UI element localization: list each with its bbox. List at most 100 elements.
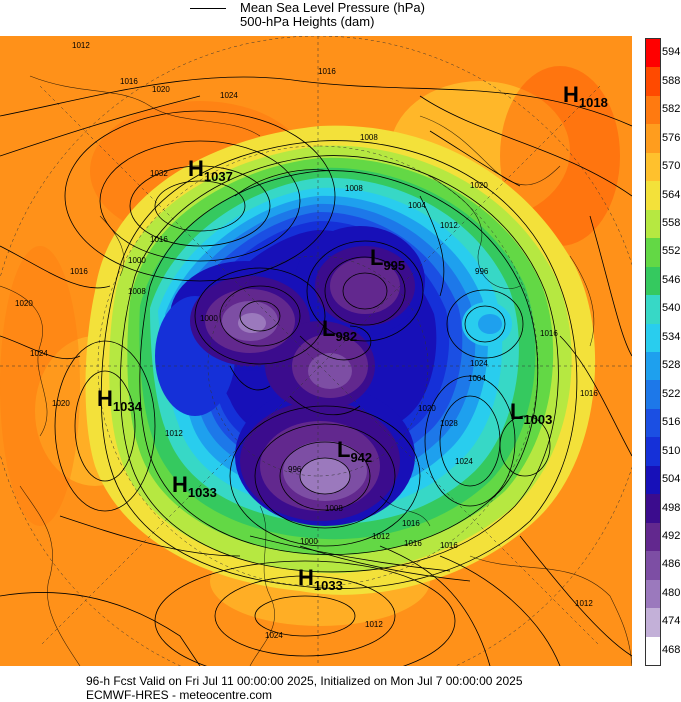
colorbar-tick-label: 552 xyxy=(662,245,681,258)
colorbar-tick-label: 534 xyxy=(662,330,681,343)
isobar-label: 1016 xyxy=(440,541,458,550)
low-core-474 xyxy=(238,313,266,333)
source-credit-text: ECMWF-HRES - meteocentre.com xyxy=(86,688,273,702)
colorbar-cell xyxy=(646,408,660,438)
legend-line-swatch xyxy=(190,7,226,9)
colorbar-tick-label: 540 xyxy=(662,302,681,315)
isobar-label: 1012 xyxy=(72,41,90,50)
colorbar-cell xyxy=(646,266,660,296)
isobar-label: 1016 xyxy=(402,519,420,528)
colorbar-tick-label: 582 xyxy=(662,103,681,116)
height-colorbar xyxy=(645,38,661,666)
isobar-label: 996 xyxy=(475,267,489,276)
colorbar-cell xyxy=(646,209,660,239)
colorbar-cell xyxy=(646,551,660,581)
colorbar-cell xyxy=(646,67,660,97)
isobar-label: 996 xyxy=(288,465,302,474)
isobar-label: 1020 xyxy=(15,299,33,308)
colorbar-cell xyxy=(646,124,660,154)
isobars xyxy=(0,76,632,666)
isobar-label: 1016 xyxy=(120,77,138,86)
low-core-474 xyxy=(300,458,350,494)
colorbar-tick-label: 546 xyxy=(662,273,681,286)
legend-heights-label: 500-hPa Heights (dam) xyxy=(240,14,375,29)
colorbar-cell xyxy=(646,323,660,353)
pressure-center-value: 1033 xyxy=(314,578,343,593)
low-core-486 xyxy=(330,258,400,314)
map-legend: Mean Sea Level Pressure (hPa) 500-hPa He… xyxy=(190,0,490,36)
isobar-label: 1012 xyxy=(440,221,458,230)
isobar-label: 1004 xyxy=(468,374,486,383)
colorbar-tick-label: 486 xyxy=(662,558,681,571)
isobar-label: 1024 xyxy=(220,91,238,100)
warm-patch xyxy=(500,66,620,246)
colorbar-cell xyxy=(646,608,660,638)
isobar-label: 1024 xyxy=(455,457,473,466)
colorbar-tick-label: 468 xyxy=(662,643,681,656)
colorbar-cell xyxy=(646,437,660,467)
colorbar-tick-label: 564 xyxy=(662,188,681,201)
colorbar-cell xyxy=(646,465,660,495)
isobar-label: 1032 xyxy=(150,169,168,178)
isobar-label: 1012 xyxy=(165,429,183,438)
isobar-label: 1012 xyxy=(365,620,383,629)
colorbar-cell xyxy=(646,238,660,268)
colorbar-cell xyxy=(646,352,660,381)
isobar-label: 1016 xyxy=(150,235,168,244)
colorbar-cell xyxy=(646,579,660,609)
legend-heights: 500-hPa Heights (dam) xyxy=(240,14,374,30)
isobar-label: 1000 xyxy=(200,314,218,323)
low-core-480 xyxy=(308,353,352,389)
colorbar-tick-label: 522 xyxy=(662,387,681,400)
isobar-label: 1024 xyxy=(30,349,48,358)
colorbar-tick-label: 594 xyxy=(662,46,681,59)
pressure-center-value: 1037 xyxy=(204,169,233,184)
colorbar-tick-label: 492 xyxy=(662,529,681,542)
colorbar-cell xyxy=(646,494,660,524)
weather-map: 1012 1016 1020 1024 1032 1016 1008 1004 1012 1020… xyxy=(0,36,632,666)
colorbar-cell xyxy=(646,95,660,125)
isobar-label: 1024 xyxy=(470,359,488,368)
isobar-label: 1020 xyxy=(418,404,436,413)
colorbar-tick-label: 510 xyxy=(662,444,681,457)
pressure-center-value: 1003 xyxy=(523,412,552,427)
colorbar-tick-label: 498 xyxy=(662,501,681,514)
isobar-label: 1016 xyxy=(540,329,558,338)
colorbar-tick-label: 474 xyxy=(662,615,681,628)
legend-mslp: Mean Sea Level Pressure (hPa) xyxy=(190,0,425,16)
colorbar-cell xyxy=(646,152,660,182)
colorbar-tick-label: 516 xyxy=(662,416,681,429)
isobar-label: 1008 xyxy=(360,133,378,142)
isobar-label: 1016 xyxy=(580,389,598,398)
isobar-labels: 1012 1016 1020 1024 1032 1016 1008 1004 1012 1020… xyxy=(15,41,598,640)
pressure-center-value: 1018 xyxy=(579,95,608,110)
isobar-label: 1008 xyxy=(325,504,343,513)
isobar-label: 1016 xyxy=(318,67,336,76)
colorbar-cell xyxy=(646,380,660,410)
weather-map-canvas: 1012 1016 1020 1024 1032 1016 1008 1004 1012 1020… xyxy=(0,36,632,666)
colorbar-cell xyxy=(646,636,660,666)
colorbar-cell xyxy=(646,181,660,211)
isobar-label: 1004 xyxy=(408,201,426,210)
isobar-label: 1028 xyxy=(440,419,458,428)
colorbar-tick-label: 570 xyxy=(662,160,681,173)
colorbar-cell xyxy=(646,295,660,325)
colorbar-tick-label: 588 xyxy=(662,74,681,87)
isobar-label: 1020 xyxy=(52,399,70,408)
high-pressure-center: H1037 xyxy=(188,156,233,184)
isobar-label: 1020 xyxy=(470,181,488,190)
pressure-center-value: 1034 xyxy=(113,399,143,414)
isobar-label: 1012 xyxy=(575,599,593,608)
isobar-label: 1012 xyxy=(372,532,390,541)
isobar-label: 1020 xyxy=(152,85,170,94)
isobar-label: 1024 xyxy=(265,631,283,640)
colorbar-tick-label: 480 xyxy=(662,586,681,599)
warm-patch xyxy=(0,246,80,526)
isobar-label: 1000 xyxy=(128,256,146,265)
coastlines xyxy=(0,75,632,666)
pressure-center-value: 1033 xyxy=(188,485,217,500)
colorbar-tick-label: 558 xyxy=(662,216,681,229)
isobar-label: 1016 xyxy=(70,267,88,276)
cutoff-low-core xyxy=(478,314,502,334)
